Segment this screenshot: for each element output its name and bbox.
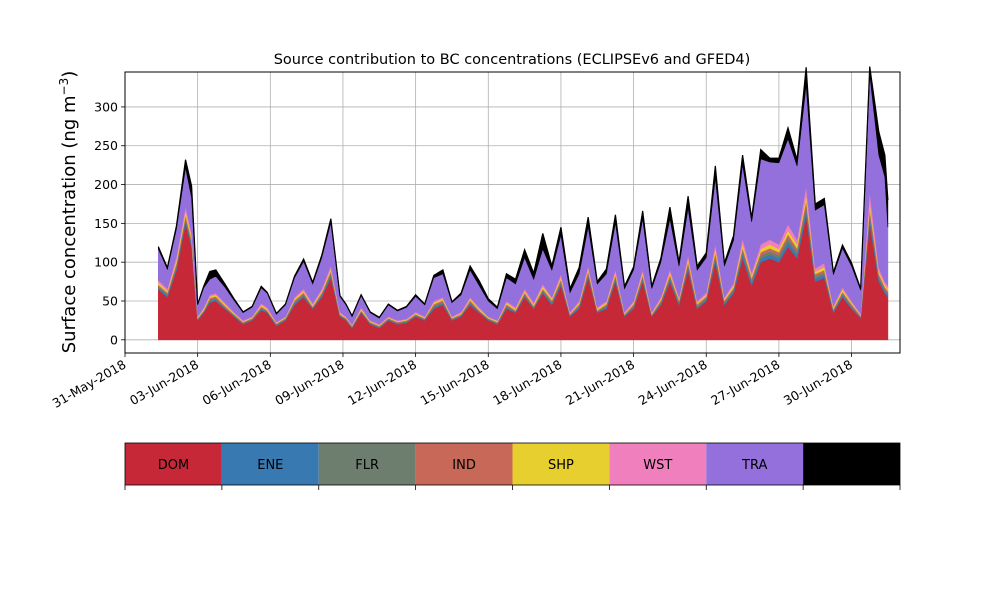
legend-label-dom: DOM	[158, 458, 189, 473]
x-tick-label: 06-Jun-2018	[200, 357, 274, 408]
legend-swatch-dom	[125, 443, 222, 485]
x-tick-label: 21-Jun-2018	[563, 357, 637, 408]
chart-title: Source contribution to BC concentrations…	[274, 52, 751, 68]
legend-label-wst: WST	[643, 458, 672, 473]
legend-swatch-tra	[706, 443, 804, 485]
x-tick-label: 18-Jun-2018	[490, 357, 564, 408]
legend-label-shp: SHP	[548, 458, 574, 473]
legend-label-ene: ENE	[257, 458, 283, 473]
x-tick-label: 09-Jun-2018	[272, 357, 346, 408]
legend-colorbar: DOM ENE FLR IND SHP WST TRA BB	[124, 442, 901, 490]
y-tick-label: 300	[94, 99, 118, 114]
y-axis-label-main: Surface concentration (ng m	[59, 95, 80, 353]
y-tick-label: 100	[94, 255, 118, 270]
legend-label-ind: IND	[452, 458, 476, 473]
y-tick-label: 50	[102, 293, 118, 308]
x-tick-label: 12-Jun-2018	[345, 357, 419, 408]
legend-label-tra: TRA	[741, 458, 767, 473]
legend-swatch-bb	[803, 443, 900, 485]
stacked-areas	[157, 66, 889, 341]
legend-swatch-flr	[318, 443, 416, 485]
legend-label-flr: FLR	[355, 458, 379, 473]
plot-frame	[124, 71, 901, 354]
legend-swatch-ind	[415, 443, 513, 485]
x-axis-ticks: 31-May-201803-Jun-201806-Jun-201809-Jun-…	[50, 353, 855, 411]
x-tick-label: 31-May-2018	[50, 357, 129, 411]
y-axis-label-sup: −3	[57, 78, 71, 96]
y-tick-label: 200	[94, 177, 118, 192]
y-axis-ticks: 0 50 100 150 200 250 300	[94, 99, 125, 347]
x-tick-label: 03-Jun-2018	[127, 357, 201, 408]
plot-area: 0 50 100 150 200 250 300 31-May-201803-Jun-201…	[50, 66, 901, 411]
y-tick-label: 250	[94, 138, 118, 153]
legend-label-bb: BB	[843, 458, 861, 473]
y-tick-label: 150	[94, 216, 118, 231]
y-axis-label: Surface concentration (ng m−3)	[57, 71, 80, 354]
x-tick-label: 30-Jun-2018	[781, 357, 855, 408]
x-tick-label: 27-Jun-2018	[708, 357, 782, 408]
total-outline	[157, 66, 889, 319]
y-tick-label: 0	[110, 332, 118, 347]
y-axis-label-close: )	[59, 71, 80, 78]
x-tick-label: 24-Jun-2018	[636, 357, 710, 408]
x-tick-label: 15-Jun-2018	[418, 357, 492, 408]
legend-swatch-wst	[609, 443, 707, 485]
legend-swatch-ene	[221, 443, 319, 485]
legend-swatch-shp	[512, 443, 610, 485]
